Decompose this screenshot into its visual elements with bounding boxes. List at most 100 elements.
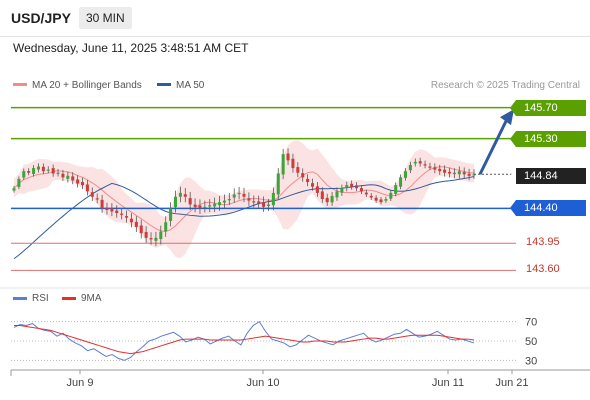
candle xyxy=(286,148,290,165)
legend-ma50: MA 50 xyxy=(157,80,204,91)
candle xyxy=(330,192,334,206)
candle xyxy=(85,179,89,196)
current-price-label: 144.84 xyxy=(510,168,586,184)
candle xyxy=(364,189,368,198)
candle-body xyxy=(433,167,437,170)
candle xyxy=(266,198,270,212)
candle xyxy=(46,166,50,174)
candle-body xyxy=(457,171,461,175)
candle xyxy=(242,187,246,203)
candle xyxy=(433,163,437,174)
candle xyxy=(17,176,21,190)
x-tick-label: Jun 21 xyxy=(495,377,528,389)
timestamp: Wednesday, June 11, 2025 3:48:51 AM CET xyxy=(13,41,249,55)
candle xyxy=(71,172,75,185)
x-tick-label: Jun 11 xyxy=(432,377,464,389)
candle-body xyxy=(169,208,173,221)
candle-body xyxy=(340,188,344,193)
candle-body xyxy=(144,232,148,238)
candle-body xyxy=(374,197,378,201)
candle xyxy=(252,195,256,208)
candle-body xyxy=(183,194,187,197)
candle xyxy=(384,196,388,203)
candle-body xyxy=(61,173,65,178)
candle-body xyxy=(452,172,456,175)
candle xyxy=(262,196,266,212)
candle-body xyxy=(178,192,182,197)
candle xyxy=(335,187,339,201)
candle xyxy=(115,205,119,218)
candle xyxy=(276,168,280,200)
candle xyxy=(355,182,359,192)
candle xyxy=(129,213,133,228)
candle-body xyxy=(71,176,75,181)
candle xyxy=(66,171,70,183)
candle-body xyxy=(105,207,109,210)
candle-body xyxy=(266,204,270,207)
candle-body xyxy=(394,185,398,194)
candle-body xyxy=(428,166,432,168)
ma50-swatch xyxy=(157,82,171,86)
candle-body xyxy=(306,178,310,183)
candle-body xyxy=(359,188,363,192)
candle xyxy=(315,181,319,197)
candle xyxy=(340,184,344,196)
candle-body xyxy=(66,175,70,179)
timeframe-button[interactable]: 30 MIN xyxy=(79,7,132,29)
candle-body xyxy=(90,192,94,197)
candle-body xyxy=(51,168,55,174)
candle xyxy=(247,192,251,206)
candle xyxy=(423,160,427,169)
candle-body xyxy=(418,161,422,164)
candle xyxy=(36,163,40,173)
candle xyxy=(399,174,403,190)
candle xyxy=(306,174,310,187)
forecast-arrow xyxy=(478,120,508,175)
candle xyxy=(448,167,452,178)
candle-body xyxy=(467,173,471,176)
rsi-ma-line xyxy=(14,325,475,355)
candle xyxy=(12,185,16,193)
legend-rsi-ma: 9MA xyxy=(62,293,102,304)
candle xyxy=(281,148,285,180)
candle xyxy=(95,193,99,204)
candle xyxy=(389,190,393,202)
candle-body xyxy=(139,225,143,234)
candle-body xyxy=(164,222,168,232)
candle-body xyxy=(85,184,89,192)
level-label-143.95: 143.95 xyxy=(526,236,560,249)
candle-body xyxy=(213,203,217,207)
candle xyxy=(203,200,207,213)
candle-body xyxy=(423,164,427,166)
symbol-label: USD/JPY xyxy=(11,10,71,26)
candle-body xyxy=(257,201,261,204)
candle xyxy=(374,195,378,203)
candle xyxy=(428,162,432,170)
candle xyxy=(173,190,178,213)
chart-header: USD/JPY 30 MIN xyxy=(0,0,590,37)
candle xyxy=(394,182,398,197)
candle-body xyxy=(115,210,119,214)
rsi-swatch xyxy=(13,296,27,300)
candle-body xyxy=(472,174,476,176)
x-tick-label: Jun 10 xyxy=(246,377,279,389)
candle-body xyxy=(110,208,114,212)
candle-body xyxy=(222,200,226,203)
candle xyxy=(169,202,173,227)
candle xyxy=(403,168,408,181)
candle xyxy=(139,219,143,239)
candle-body xyxy=(188,198,192,205)
candle-body xyxy=(379,199,383,203)
candle-body xyxy=(325,197,329,203)
candle xyxy=(134,216,138,233)
candle-body xyxy=(134,221,138,227)
candle xyxy=(80,177,85,190)
candle xyxy=(105,202,109,215)
candle xyxy=(369,193,373,200)
candle-body xyxy=(364,192,368,195)
rsi-tick-label: 70 xyxy=(525,317,537,329)
candle xyxy=(188,191,192,211)
candle-body xyxy=(350,183,354,187)
candle xyxy=(418,157,422,167)
